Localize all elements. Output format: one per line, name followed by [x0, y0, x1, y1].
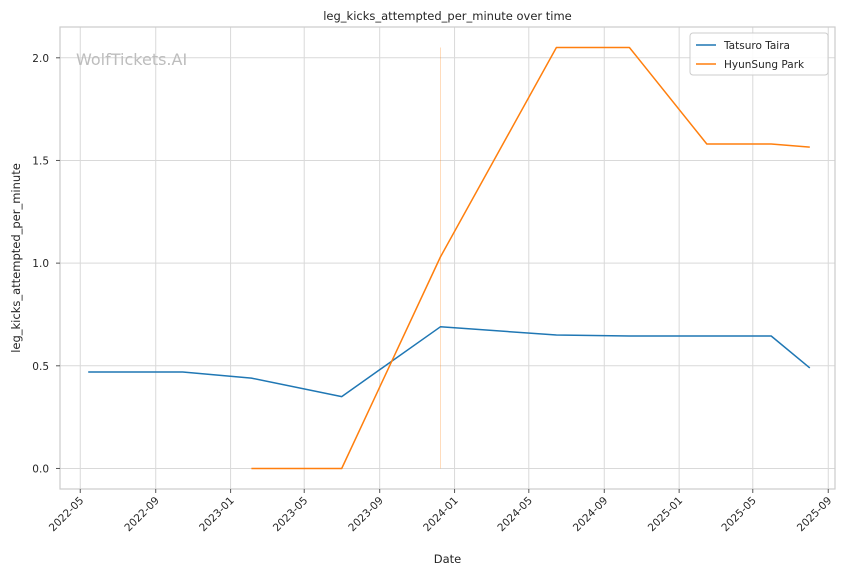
- legend: Tatsuro Taira HyunSung Park: [689, 32, 829, 76]
- y-tick-label: 0.5: [32, 361, 49, 373]
- y-axis-label: leg_kicks_attempted_per_minute: [9, 163, 23, 353]
- x-tick-label: 2024-05: [495, 495, 535, 535]
- y-axis-ticks: 0.0 0.5 1.0 1.5 2.0: [32, 53, 60, 475]
- x-tick-label: 2025-01: [646, 495, 686, 535]
- y-tick-label: 2.0: [32, 53, 49, 65]
- x-tick-label: 2022-09: [122, 495, 162, 535]
- legend-box: [689, 32, 829, 76]
- x-tick-label: 2025-05: [719, 495, 759, 535]
- series-line-2: [251, 46, 810, 470]
- x-tick-label: 2022-05: [47, 495, 87, 535]
- x-tick-label: 2024-09: [571, 495, 611, 535]
- x-axis-ticks: 2022-05 2022-09 2023-01 2023-05 2023-09 2024-…: [47, 489, 835, 535]
- legend-label-2: HyunSung Park: [724, 59, 805, 71]
- y-tick-label: 1.5: [32, 155, 49, 167]
- legend-label-1: Tatsuro Taira: [723, 40, 790, 52]
- chart-title: leg_kicks_attempted_per_minute over time: [323, 9, 572, 23]
- watermark-text: WolfTickets.AI: [76, 50, 187, 69]
- plot-frame: [59, 26, 836, 490]
- grid: [60, 27, 835, 489]
- x-tick-label: 2023-05: [271, 495, 311, 535]
- x-tick-label: 2023-01: [197, 495, 237, 535]
- x-axis-label: Date: [434, 552, 462, 566]
- series-line-1: [88, 326, 811, 398]
- y-tick-label: 0.0: [32, 463, 49, 475]
- series-lines: [88, 46, 811, 470]
- y-tick-label: 1.0: [32, 258, 49, 270]
- x-tick-label: 2025-09: [795, 495, 835, 535]
- x-tick-label: 2024-01: [421, 495, 461, 535]
- x-tick-label: 2023-09: [346, 495, 386, 535]
